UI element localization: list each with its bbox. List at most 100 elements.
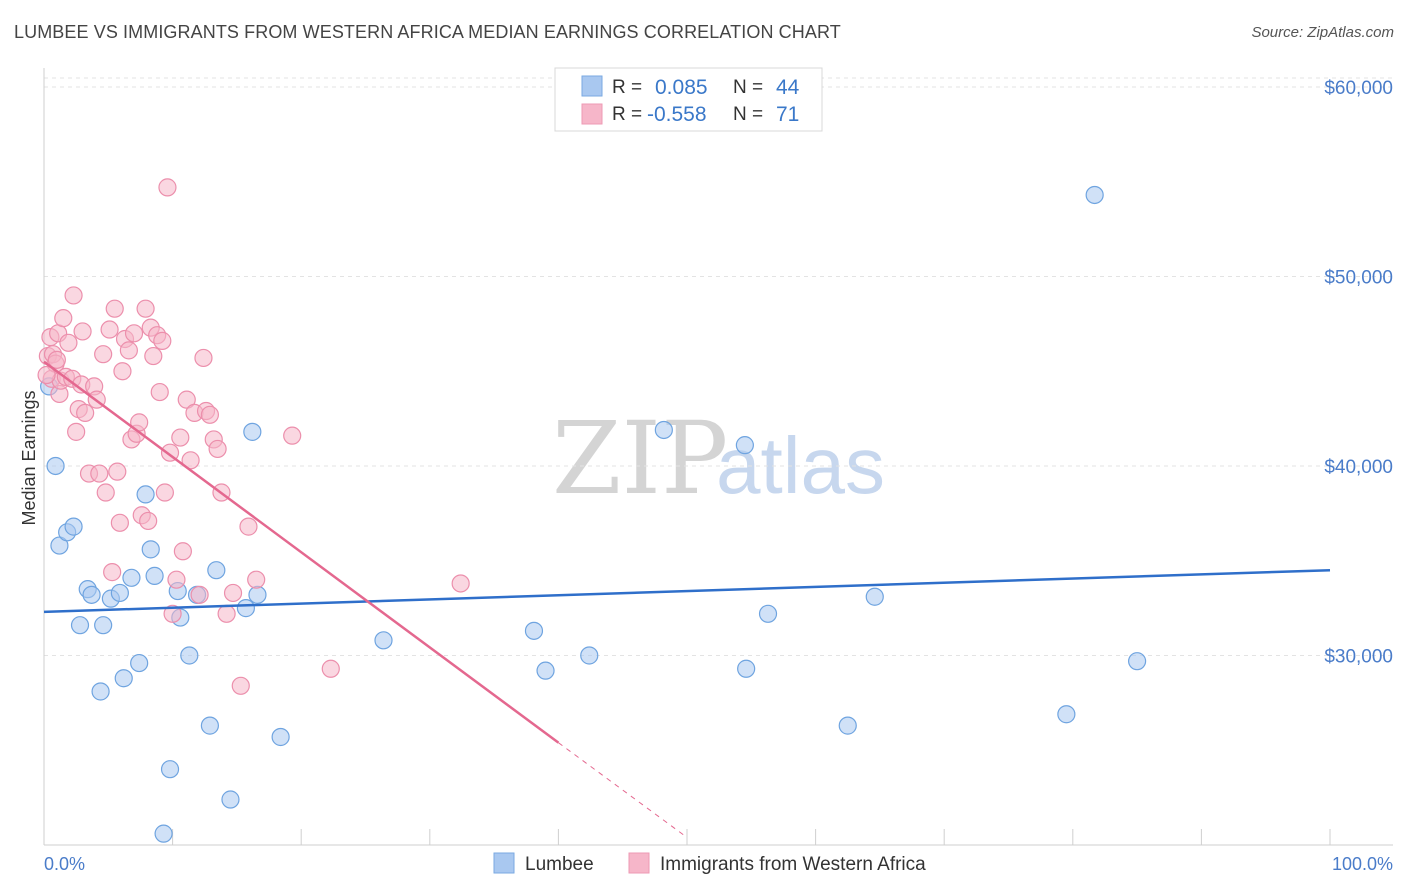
lumbee-point [735,436,754,455]
immigrants-point [200,405,219,424]
immigrants-point [153,331,172,350]
lumbee-point [122,568,141,587]
lumbee-point [737,659,756,678]
immigrants-point [136,299,155,318]
lumbee-point [1057,705,1076,724]
lumbee-point [271,727,290,747]
immigrants-point [144,346,163,366]
immigrants-point [113,362,132,381]
trend-lines [43,360,1331,838]
lumbee-point [221,790,240,809]
bottom-legend-immigrants: Immigrants from Western Africa [660,854,926,875]
lumbee-point [46,456,65,476]
immigrants-point [223,583,243,603]
immigrants-point [239,517,258,536]
y-axis-label: Median Earnings [19,390,39,525]
immigrants-point [231,676,250,695]
immigrants-point [110,513,129,532]
lumbee-point [141,540,160,559]
lumbee-point [82,585,101,604]
immigrants-point [59,333,78,352]
immigrants-point [73,322,92,341]
immigrants-point [67,422,86,441]
series-legend: Lumbee Immigrants from Western Africa [493,852,926,875]
immigrants-point [163,604,182,623]
immigrants-point [90,464,109,483]
immigrants-point [108,462,127,481]
lumbee-point [136,485,155,504]
legend-n-value-immigrants: 71 [776,103,799,126]
immigrants-point [194,348,213,368]
lumbee-point [114,669,133,688]
lumbee-point [374,631,393,650]
gridlines [44,77,1393,656]
lumbee-point [1127,652,1147,671]
lumbee-point [865,587,884,606]
immigrants-point [171,428,190,447]
lumbee-point [110,583,129,603]
lumbee-point [524,621,544,640]
x-ticks [43,829,1331,845]
lumbee-point [207,561,226,580]
lumbee-point [758,604,778,623]
immigrants-point [94,345,113,364]
lumbee-point [536,661,555,680]
immigrants-point [54,309,73,328]
axes [43,68,1393,846]
immigrants-point [451,574,470,593]
lumbee-point [1085,185,1104,205]
watermark-zip: ZIP [552,400,728,517]
immigrants-point [167,570,186,589]
watermark-atlas: atlas [716,421,885,510]
immigrants-point [103,563,122,582]
immigrants-trend-extension [558,742,688,838]
y-tick-label: $40,000 [1324,457,1393,478]
lumbee-trend-line [43,568,1331,614]
immigrants-point [190,585,209,604]
chart-title: LUMBEE VS IMMIGRANTS FROM WESTERN AFRICA… [14,22,841,42]
legend-r-label-immigrants: R = [612,104,642,125]
lumbee-point [838,716,857,735]
lumbee-point [154,824,173,843]
legend-r-value-lumbee: 0.085 [655,76,708,99]
data-points [37,178,1147,843]
immigrants-point [124,324,144,343]
immigrants-point [96,483,115,502]
lumbee-point [91,682,110,701]
immigrants-point [217,604,236,623]
source-label: Source: ZipAtlas.com [1251,24,1394,41]
immigrants-point [150,382,169,402]
legend-swatch-lumbee [581,75,603,97]
immigrants-point [139,511,158,531]
legend-n-label-immigrants: N = [733,104,763,125]
lumbee-point [236,599,256,618]
y-tick-labels: $30,000 $40,000 $50,000 $60,000 [1324,78,1393,668]
immigrants-point [119,341,138,360]
immigrants-point [47,350,66,369]
lumbee-point [94,616,113,635]
lumbee-point [654,420,673,440]
lumbee-point [145,566,164,585]
immigrants-point [76,403,95,423]
immigrants-point [283,426,302,445]
lumbee-point [243,422,262,441]
immigrants-point [158,178,177,197]
immigrants-point [247,570,266,589]
y-tick-label: $50,000 [1324,267,1393,288]
lumbee-point [70,616,90,635]
y-tick-label: $30,000 [1324,646,1393,667]
bottom-legend-swatch-immigrants [628,852,650,874]
bottom-legend-lumbee: Lumbee [525,854,594,875]
immigrants-point [100,320,119,339]
legend-r-label-lumbee: R = [612,77,642,98]
bottom-legend-swatch-lumbee [493,852,515,874]
lumbee-point [180,646,199,665]
immigrants-point [321,659,340,678]
correlation-legend: R = 0.085 N = 44 R = -0.558 N = 71 [554,67,823,132]
lumbee-point [580,646,599,665]
lumbee-point [64,517,83,536]
lumbee-point [160,760,180,779]
x-tick-label-max: 100.0% [1332,854,1393,874]
immigrants-trend-line [43,360,560,744]
